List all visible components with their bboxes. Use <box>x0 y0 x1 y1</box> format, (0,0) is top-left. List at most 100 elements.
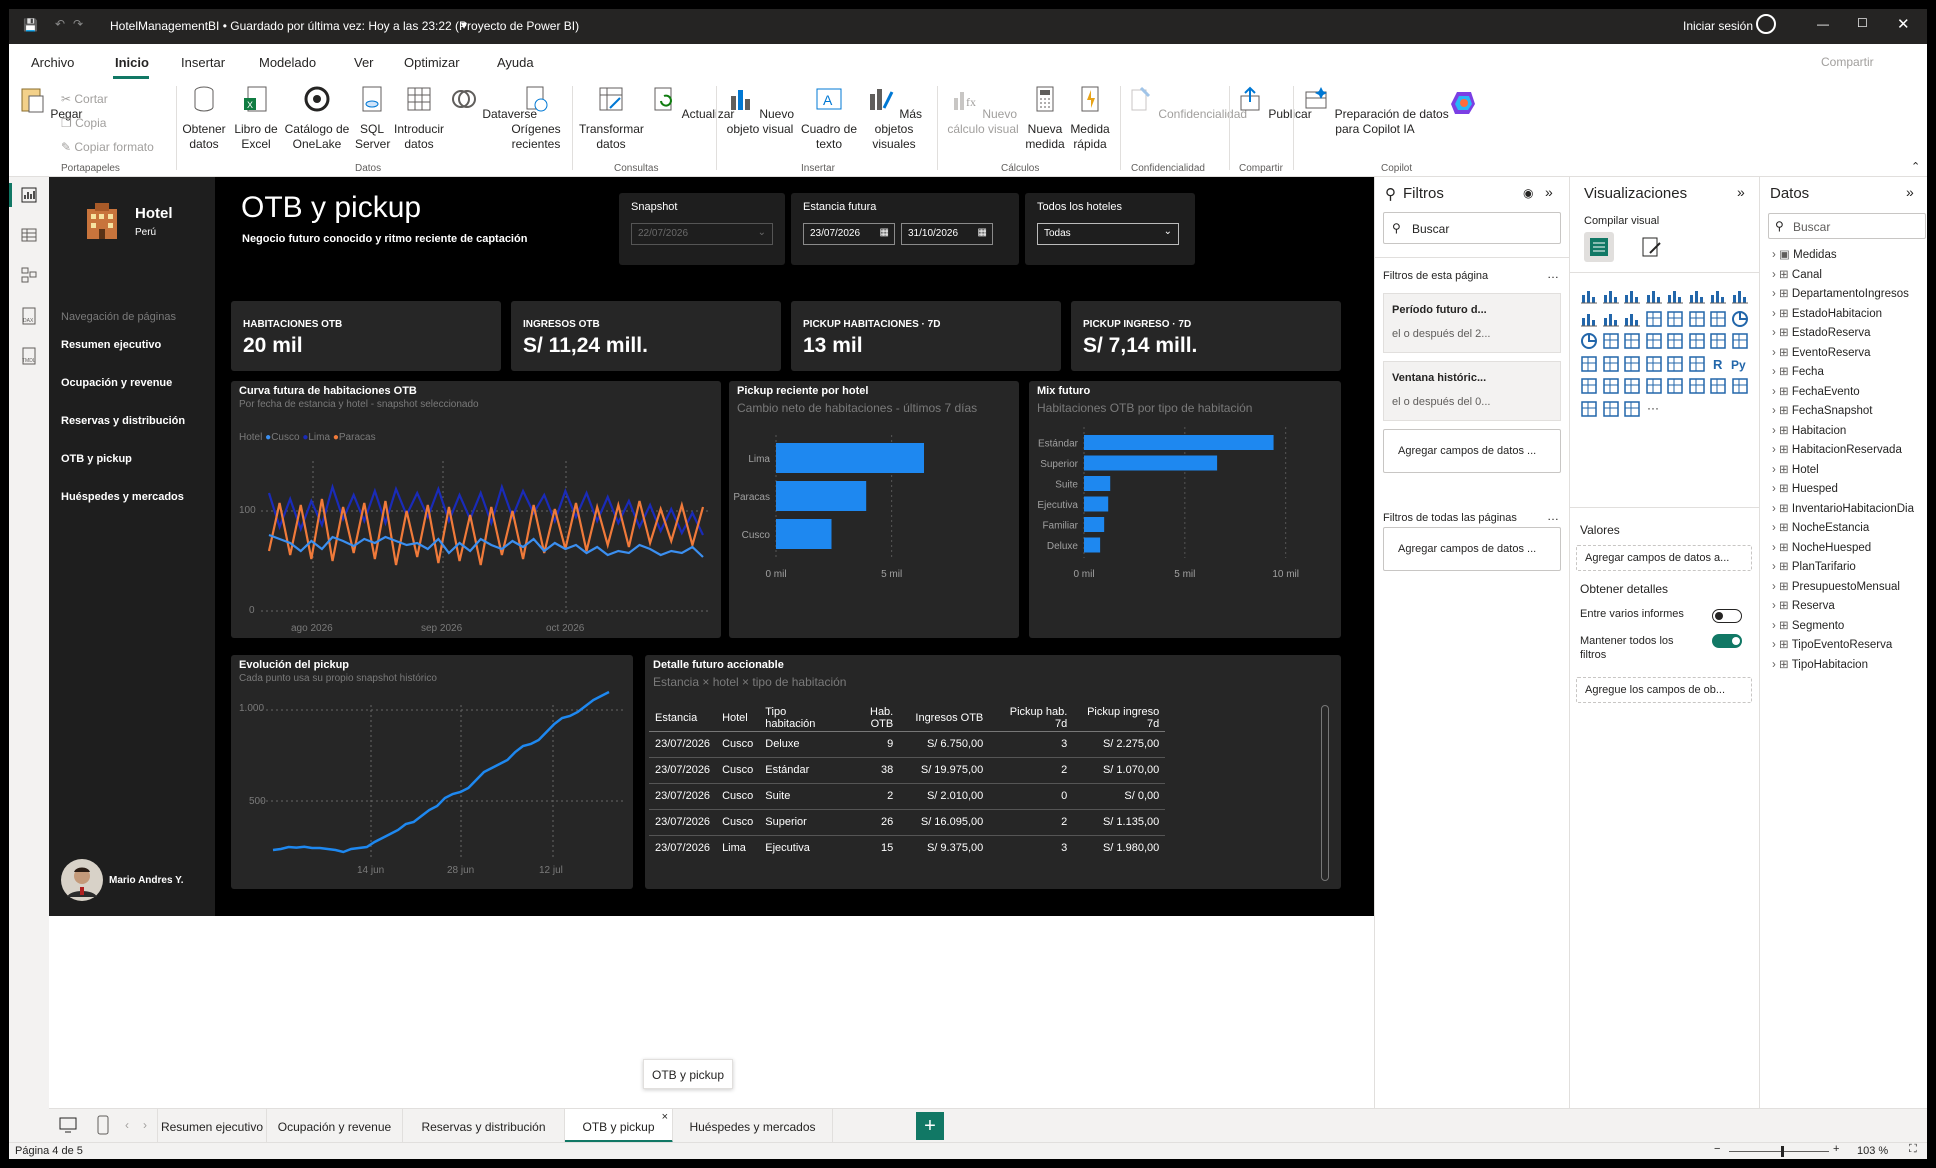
detalle-visual[interactable]: Detalle futuro accionable Estancia × hot… <box>645 655 1341 889</box>
calendar-icon[interactable]: ▦ <box>977 227 987 238</box>
calendar-icon[interactable]: ▦ <box>879 227 889 238</box>
model-view-icon[interactable] <box>21 267 37 283</box>
report-view-icon[interactable] <box>21 187 37 203</box>
data-table-item[interactable]: › ⊞ Segmento <box>1772 618 1844 632</box>
data-table-item[interactable]: › ⊞ DepartamentoIngresos <box>1772 286 1909 300</box>
funnel-icon[interactable] <box>1688 310 1706 328</box>
nuevo-objeto-button[interactable]: Nuevo objeto visual <box>723 84 797 137</box>
onelake-button[interactable]: Catálogo de OneLake <box>284 84 350 152</box>
more-options-icon[interactable]: … <box>1547 509 1559 523</box>
redo-icon[interactable]: ↷ <box>73 17 84 31</box>
trophy-icon[interactable] <box>1688 377 1706 395</box>
publicar-button[interactable]: Publicar <box>1235 84 1312 122</box>
pickup-hotel-visual[interactable]: Pickup reciente por hotel Cambio neto de… <box>729 381 1019 638</box>
matrix-icon[interactable] <box>1688 355 1706 373</box>
table-row[interactable]: 23/07/2026 Lima Ejecutiva 15 S/ 9.375,00 3 S/ … <box>649 835 1166 855</box>
data-table-item[interactable]: › ⊞ Habitacion <box>1772 423 1846 437</box>
collapse-pane-icon[interactable]: » <box>1545 184 1553 200</box>
dax-query-icon[interactable]: DAX <box>21 307 37 325</box>
table-icon[interactable] <box>1666 355 1684 373</box>
introducir-datos-button[interactable]: Introducir datos <box>393 84 445 152</box>
estancia-from-input[interactable]: 23/07/2026 ▦ <box>803 223 895 245</box>
build-visual-tab[interactable] <box>1584 232 1614 262</box>
menu-ayuda[interactable]: Ayuda <box>497 55 534 70</box>
r-visual-icon[interactable]: R <box>1709 355 1727 373</box>
data-table-item[interactable]: › ⊞ Canal <box>1772 267 1822 281</box>
data-table-item[interactable]: › ⊞ Fecha <box>1772 364 1824 378</box>
data-table-item[interactable]: › ⊞ NocheHuesped <box>1772 540 1871 554</box>
column-header[interactable]: Hotel <box>716 705 760 732</box>
collapse-pane-icon[interactable]: » <box>1906 184 1914 200</box>
scroll-right-icon[interactable]: › <box>143 1118 147 1132</box>
excel-button[interactable]: X Libro de Excel <box>234 84 278 152</box>
undo-icon[interactable]: ↶ <box>55 17 66 31</box>
table-scrollbar[interactable] <box>1321 705 1329 881</box>
filter-card[interactable]: Período futuro d... el o después del 2..… <box>1383 293 1561 353</box>
scroll-left-icon[interactable]: ‹ <box>125 1118 129 1132</box>
copia-button[interactable]: ❐ Copia <box>61 116 107 130</box>
area-chart-icon[interactable] <box>1731 287 1749 305</box>
card-icon[interactable] <box>1580 355 1598 373</box>
confidencialidad-button[interactable]: Confidencialidad <box>1125 84 1247 122</box>
preparacion-copilot-button[interactable]: Preparación de datos para Copilot IA <box>1299 84 1451 137</box>
kpi-icon[interactable] <box>1623 355 1641 373</box>
share-button[interactable]: Compartir <box>1821 55 1874 69</box>
tmdl-view-icon[interactable]: TMDL <box>21 347 37 365</box>
menu-archivo[interactable]: Archivo <box>31 55 75 70</box>
nuevo-calculo-button[interactable]: fx Nuevo cálculo visual <box>944 84 1022 137</box>
dataverse-button[interactable]: Dataverse <box>449 84 537 122</box>
ribbon-chart-icon[interactable] <box>1645 310 1663 328</box>
kpi-card[interactable]: INGRESOS OTB S/ 11,24 mill. <box>511 301 781 371</box>
table-view-icon[interactable] <box>21 227 37 243</box>
data-search-input[interactable]: ⚲ Buscar <box>1768 213 1926 239</box>
values-dropzone[interactable]: Agregar campos de datos a... <box>1576 545 1752 571</box>
filters-search-input[interactable]: ⚲ Buscar <box>1383 212 1561 244</box>
data-table-item[interactable]: › ⊞ EstadoReserva <box>1772 325 1871 339</box>
waterfall-icon[interactable] <box>1666 310 1684 328</box>
narrative-icon[interactable] <box>1645 377 1663 395</box>
legend-item[interactable]: Paracas <box>338 432 376 443</box>
nav-resumen[interactable]: Resumen ejecutivo <box>61 339 162 351</box>
column-header[interactable]: Tipo habitación <box>759 705 844 732</box>
add-page-button[interactable]: + <box>916 1112 944 1140</box>
line-column-icon[interactable] <box>1602 310 1620 328</box>
line-clustered-icon[interactable] <box>1623 310 1641 328</box>
legend-item[interactable]: Cusco <box>271 432 300 443</box>
python-icon[interactable]: Py <box>1731 355 1749 373</box>
donut-icon[interactable] <box>1580 332 1598 350</box>
zoom-out-icon[interactable]: − <box>1714 1143 1721 1155</box>
table-row[interactable]: 23/07/2026 Cusco Suite 2 S/ 2.010,00 0 S/ 0,00 <box>649 783 1166 810</box>
filled-map-icon[interactable] <box>1645 332 1663 350</box>
gauge-icon[interactable] <box>1731 332 1749 350</box>
mobile-layout-icon[interactable] <box>97 1115 109 1135</box>
data-table-item[interactable]: › ⊞ Hotel <box>1772 462 1819 476</box>
filter-card[interactable]: Ventana históric... el o después del 0..… <box>1383 361 1561 421</box>
drillthrough-dropzone[interactable]: Agregue los campos de ob... <box>1576 677 1752 703</box>
column-header[interactable]: Pickup hab. 7d <box>989 705 1074 732</box>
tab-ocupacion[interactable]: Ocupación y revenue <box>267 1109 403 1143</box>
column-header[interactable]: Hab. OTB <box>843 705 900 732</box>
nueva-medida-button[interactable]: Nueva medida <box>1025 84 1065 152</box>
estancia-to-input[interactable]: 31/10/2026 ▦ <box>901 223 993 245</box>
more-options-icon[interactable]: … <box>1547 267 1559 281</box>
format-visual-icon[interactable] <box>1640 235 1664 259</box>
cortar-button[interactable]: ✂ Cortar <box>61 92 108 106</box>
nav-otb[interactable]: OTB y pickup <box>61 453 132 465</box>
desktop-layout-icon[interactable] <box>59 1117 77 1133</box>
maximize-button[interactable]: ☐ <box>1857 16 1868 30</box>
cross-report-toggle[interactable] <box>1712 609 1742 623</box>
data-table-item[interactable]: › ⊞ Reserva <box>1772 598 1835 612</box>
origenes-button[interactable]: Orígenes recientes <box>509 84 563 152</box>
snapshot-date-input[interactable]: 22/07/2026 ⌄ <box>631 223 773 245</box>
close-tab-icon[interactable]: × <box>661 1111 668 1123</box>
100-bar-icon[interactable] <box>1666 287 1684 305</box>
data-table-item[interactable]: › ⊞ FechaEvento <box>1772 384 1860 398</box>
tab-huespedes[interactable]: Huéspedes y mercados <box>673 1109 833 1143</box>
nav-reservas[interactable]: Reservas y distribución <box>61 415 186 427</box>
kpi-card[interactable]: HABITACIONES OTB 20 mil <box>231 301 501 371</box>
tab-reservas[interactable]: Reservas y distribución <box>403 1109 565 1143</box>
decomposition-icon[interactable] <box>1602 377 1620 395</box>
clustered-column-icon[interactable] <box>1645 287 1663 305</box>
kpi-card[interactable]: PICKUP INGRESO · 7D S/ 7,14 mill. <box>1071 301 1341 371</box>
data-table-item[interactable]: › ⊞ HabitacionReservada <box>1772 442 1902 456</box>
